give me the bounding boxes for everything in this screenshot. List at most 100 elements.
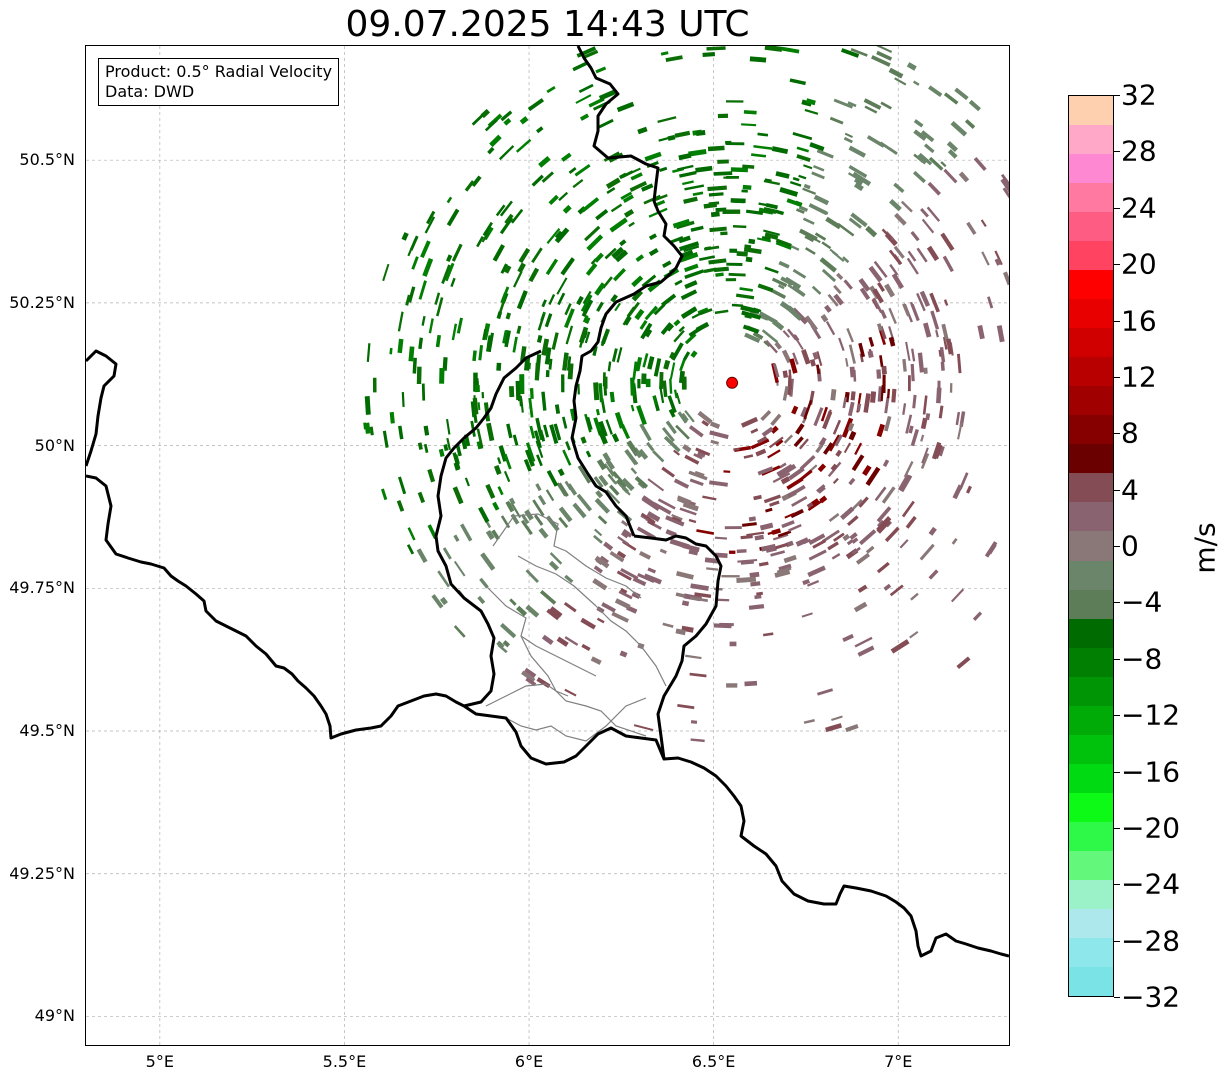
velocity-echo xyxy=(752,331,764,340)
velocity-echo xyxy=(584,225,601,242)
velocity-echo xyxy=(556,636,569,647)
velocity-echo xyxy=(865,545,875,554)
velocity-echo xyxy=(891,388,897,403)
velocity-echo xyxy=(640,183,654,192)
velocity-echo xyxy=(637,573,655,584)
velocity-echo xyxy=(525,569,540,584)
velocity-echo xyxy=(849,366,856,378)
velocity-echo xyxy=(925,413,931,421)
velocity-echo xyxy=(868,336,875,347)
velocity-echo xyxy=(659,371,664,390)
velocity-echo xyxy=(535,417,542,433)
velocity-echo xyxy=(679,358,686,372)
velocity-echo xyxy=(853,601,868,613)
velocity-echo xyxy=(916,154,927,165)
velocity-echo xyxy=(771,288,787,299)
luxembourg-canton-border xyxy=(492,513,642,599)
velocity-echo xyxy=(585,416,593,431)
velocity-echo xyxy=(780,476,791,485)
velocity-echo xyxy=(603,463,615,477)
velocity-echo xyxy=(556,482,567,497)
velocity-echo xyxy=(476,236,484,248)
colorbar-tick-label: −8 xyxy=(1121,642,1163,676)
velocity-echo xyxy=(695,165,713,173)
velocity-echo xyxy=(601,602,616,613)
velocity-echo xyxy=(761,426,774,437)
velocity-echo xyxy=(717,113,729,119)
belgium-france-border xyxy=(86,474,1009,958)
velocity-echo xyxy=(464,477,470,487)
velocity-echo xyxy=(684,280,698,290)
velocity-echo xyxy=(678,235,691,244)
velocity-echo xyxy=(661,466,675,478)
velocity-echo xyxy=(671,513,683,521)
velocity-echo xyxy=(697,450,706,458)
velocity-echo xyxy=(499,200,513,217)
velocity-echo xyxy=(774,438,784,447)
velocity-echo xyxy=(405,294,411,306)
velocity-echo xyxy=(834,434,843,447)
map-panel[interactable]: Product: 0.5° Radial Velocity Data: DWD xyxy=(85,45,1010,1046)
velocity-echo xyxy=(541,391,547,411)
velocity-echo xyxy=(709,480,728,487)
colorbar-segment xyxy=(1069,559,1113,590)
gridlines xyxy=(86,46,1009,1045)
velocity-echo xyxy=(819,257,837,273)
velocity-echo xyxy=(725,100,744,103)
velocity-echo xyxy=(684,333,697,345)
velocity-echo xyxy=(937,380,941,390)
velocity-echo xyxy=(688,549,699,556)
velocity-echo xyxy=(757,466,774,476)
velocity-echo xyxy=(631,289,644,302)
velocity-echo xyxy=(510,501,522,519)
velocity-echo xyxy=(616,101,635,113)
velocity-echo xyxy=(499,217,514,235)
velocity-echo xyxy=(668,408,676,418)
velocity-echo xyxy=(734,445,752,452)
velocity-echo xyxy=(846,515,859,527)
velocity-echo xyxy=(503,470,511,483)
velocity-echo xyxy=(847,401,855,417)
velocity-echo xyxy=(775,238,792,248)
velocity-echo xyxy=(611,348,618,362)
velocity-echo xyxy=(684,263,699,273)
velocity-echo xyxy=(630,404,635,412)
velocity-echo xyxy=(884,283,895,298)
velocity-echo xyxy=(556,277,568,295)
velocity-echo xyxy=(609,476,618,485)
velocity-echo xyxy=(611,433,620,443)
velocity-echo xyxy=(891,273,904,290)
velocity-echo xyxy=(740,304,760,314)
velocity-echo xyxy=(509,497,516,505)
velocity-echo xyxy=(851,546,861,555)
velocity-echo xyxy=(831,553,841,560)
velocity-echo xyxy=(717,598,730,602)
velocity-echo xyxy=(863,393,871,413)
velocity-echo xyxy=(648,247,659,257)
colorbar-tick-mark xyxy=(1114,433,1120,435)
velocity-echo xyxy=(800,406,809,418)
velocity-echo xyxy=(678,152,692,161)
velocity-echo xyxy=(626,306,636,317)
velocity-echo xyxy=(837,222,855,237)
velocity-echo xyxy=(994,258,1002,266)
velocity-echo xyxy=(482,328,487,341)
colorbar-tick-mark xyxy=(1114,884,1120,886)
velocity-echo xyxy=(660,51,669,56)
velocity-echo xyxy=(812,351,819,360)
velocity-echo xyxy=(519,116,529,125)
velocity-echo xyxy=(720,231,728,236)
velocity-echo xyxy=(539,590,557,605)
velocity-echo xyxy=(941,323,950,343)
velocity-echo xyxy=(520,513,530,525)
velocity-echo xyxy=(972,611,983,621)
velocity-echo xyxy=(946,141,958,153)
velocity-echo xyxy=(562,204,572,214)
velocity-echo xyxy=(412,357,417,374)
velocity-echo xyxy=(549,606,563,618)
velocity-echo xyxy=(723,470,731,473)
velocity-echo xyxy=(844,132,853,138)
velocity-echo xyxy=(850,391,856,401)
velocity-echo xyxy=(657,116,677,123)
velocity-echo xyxy=(606,187,616,195)
